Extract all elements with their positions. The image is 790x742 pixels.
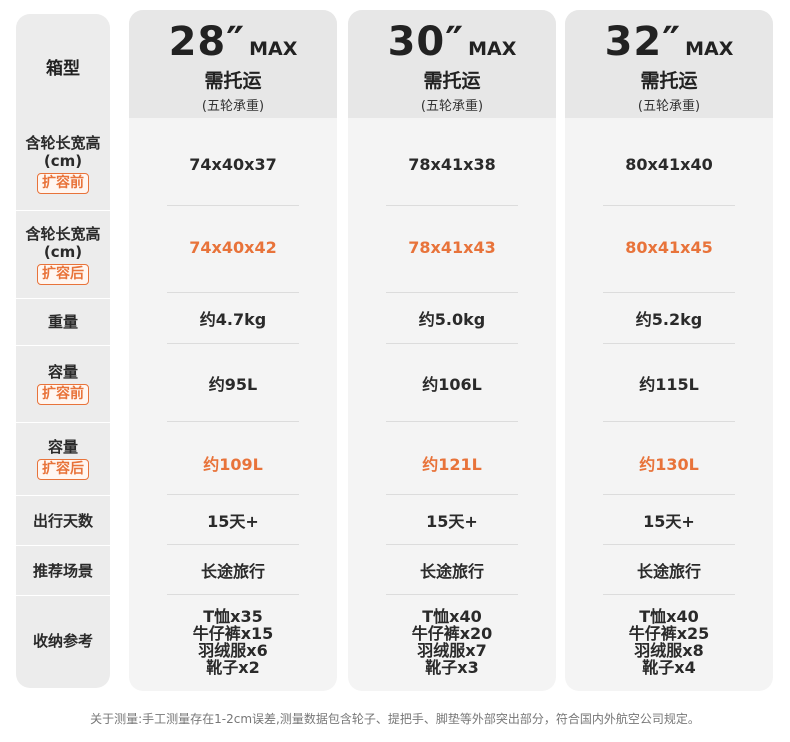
weight-value: 约5.0kg xyxy=(418,310,486,329)
wheel-note: (五轮承重) xyxy=(637,99,701,114)
row-label-dims-after: 含轮长宽高 (cm) 扩容后 xyxy=(16,211,110,298)
dims-before-value: 80x41x40 xyxy=(625,154,713,174)
shipping-note: 需托运 xyxy=(640,70,698,92)
storage-item: 羽绒服x7 xyxy=(417,641,487,660)
shipping-note: 需托运 xyxy=(423,70,481,92)
row-label-dims-before: 含轮长宽高 (cm) 扩容前 xyxy=(16,119,110,209)
shipping-note: 需托运 xyxy=(204,70,262,92)
days-value: 15天+ xyxy=(207,512,259,531)
size-quote: ″ xyxy=(662,19,682,65)
storage-item: 牛仔裤x20 xyxy=(411,624,493,643)
capacity-after-value: 约121L xyxy=(422,455,482,474)
storage-list: T恤x35 牛仔裤x15 羽绒服x6 靴子x2 xyxy=(129,596,337,688)
label-text: 含轮长宽高 xyxy=(25,134,101,152)
size-title: 32 ″ MAX xyxy=(565,16,773,64)
label-text: 容量 xyxy=(47,438,78,456)
storage-item: 牛仔裤x15 xyxy=(192,624,274,643)
scene-value: 长途旅行 xyxy=(419,562,484,581)
label-text: 容量 xyxy=(47,363,78,381)
tag-before: 扩容前 xyxy=(37,384,89,405)
storage-list: T恤x40 牛仔裤x20 羽绒服x7 靴子x3 xyxy=(348,596,556,688)
size-title: 30 ″ MAX xyxy=(348,16,556,64)
capacity-before-value: 约106L xyxy=(422,375,482,394)
wheel-note: (五轮承重) xyxy=(201,99,265,114)
dims-after-value: 74x40x42 xyxy=(189,237,277,257)
row-label-weight: 重量 xyxy=(16,299,110,345)
size-unit: MAX xyxy=(468,38,517,60)
capacity-before-value: 约115L xyxy=(639,375,699,394)
size-unit: MAX xyxy=(685,38,734,60)
footnote: 关于测量:手工测量存在1-2cm误差,测量数据包含轮子、提把手、脚垫等外部突出部… xyxy=(90,712,700,726)
row-label-days: 出行天数 xyxy=(16,496,110,545)
wheel-note: (五轮承重) xyxy=(420,99,484,114)
label-text: 重量 xyxy=(47,313,78,331)
storage-item: 靴子x3 xyxy=(425,658,479,677)
tag-after: 扩容后 xyxy=(37,459,89,480)
tag-before: 扩容前 xyxy=(37,173,89,194)
column-32: 32 ″ MAX 需托运 (五轮承重) 80x41x40 80x41x45 约5.2… xyxy=(565,10,773,691)
size-number: 32 xyxy=(604,19,663,65)
capacity-before-value: 约95L xyxy=(208,375,258,394)
weight-value: 约5.2kg xyxy=(635,310,703,329)
row-label-storage: 收纳参考 xyxy=(16,596,110,686)
tag-after: 扩容后 xyxy=(37,263,89,285)
weight-value: 约4.7kg xyxy=(199,310,267,329)
label-unit: (cm) xyxy=(43,152,83,170)
storage-item: 靴子x2 xyxy=(206,658,260,677)
label-text: 含轮长宽高 xyxy=(25,224,101,243)
row-label-capacity-before: 容量 扩容前 xyxy=(16,346,110,422)
dims-before-value: 78x41x38 xyxy=(408,154,496,174)
label-text: 收纳参考 xyxy=(32,632,93,650)
capacity-after-value: 约109L xyxy=(203,455,263,474)
label-unit: (cm) xyxy=(43,242,83,261)
label-text: 出行天数 xyxy=(32,511,93,530)
storage-item: T恤x40 xyxy=(639,607,699,626)
storage-item: T恤x35 xyxy=(203,607,263,626)
storage-item: 羽绒服x6 xyxy=(198,641,268,660)
row-label-column: 箱型 含轮长宽高 (cm) 扩容前 含轮长宽高 (cm) 扩容后 重量 容量 扩… xyxy=(16,14,110,688)
scene-value: 长途旅行 xyxy=(200,562,265,581)
size-number: 28 xyxy=(168,19,227,65)
storage-item: 靴子x4 xyxy=(642,658,696,677)
storage-item: T恤x40 xyxy=(422,607,482,626)
size-unit: MAX xyxy=(249,38,298,60)
size-title: 28 ″ MAX xyxy=(129,16,337,64)
size-number: 30 xyxy=(387,19,446,65)
row-label-scene: 推荐场景 xyxy=(16,546,110,595)
size-quote: ″ xyxy=(226,19,246,65)
dims-after-value: 80x41x45 xyxy=(625,237,713,257)
column-header: 32 ″ MAX 需托运 (五轮承重) xyxy=(565,10,773,118)
dims-before-value: 74x40x37 xyxy=(189,154,277,174)
storage-item: 羽绒服x8 xyxy=(634,641,704,660)
scene-value: 长途旅行 xyxy=(636,562,701,581)
header-label: 箱型 xyxy=(46,59,80,79)
days-value: 15天+ xyxy=(643,512,695,531)
column-30: 30 ″ MAX 需托运 (五轮承重) 78x41x38 78x41x43 约5.0… xyxy=(348,10,556,691)
capacity-after-value: 约130L xyxy=(639,455,699,474)
storage-list: T恤x40 牛仔裤x25 羽绒服x8 靴子x4 xyxy=(565,596,773,688)
row-label-capacity-after: 容量 扩容后 xyxy=(16,423,110,495)
label-text: 推荐场景 xyxy=(32,561,93,580)
size-quote: ″ xyxy=(445,19,465,65)
column-28: 28 ″ MAX 需托运 (五轮承重) 74x40x37 74x40x42 约4.7… xyxy=(129,10,337,691)
dims-after-value: 78x41x43 xyxy=(408,237,496,257)
column-header: 30 ″ MAX 需托运 (五轮承重) xyxy=(348,10,556,118)
storage-item: 牛仔裤x25 xyxy=(628,624,710,643)
column-header: 28 ″ MAX 需托运 (五轮承重) xyxy=(129,10,337,118)
days-value: 15天+ xyxy=(426,512,478,531)
